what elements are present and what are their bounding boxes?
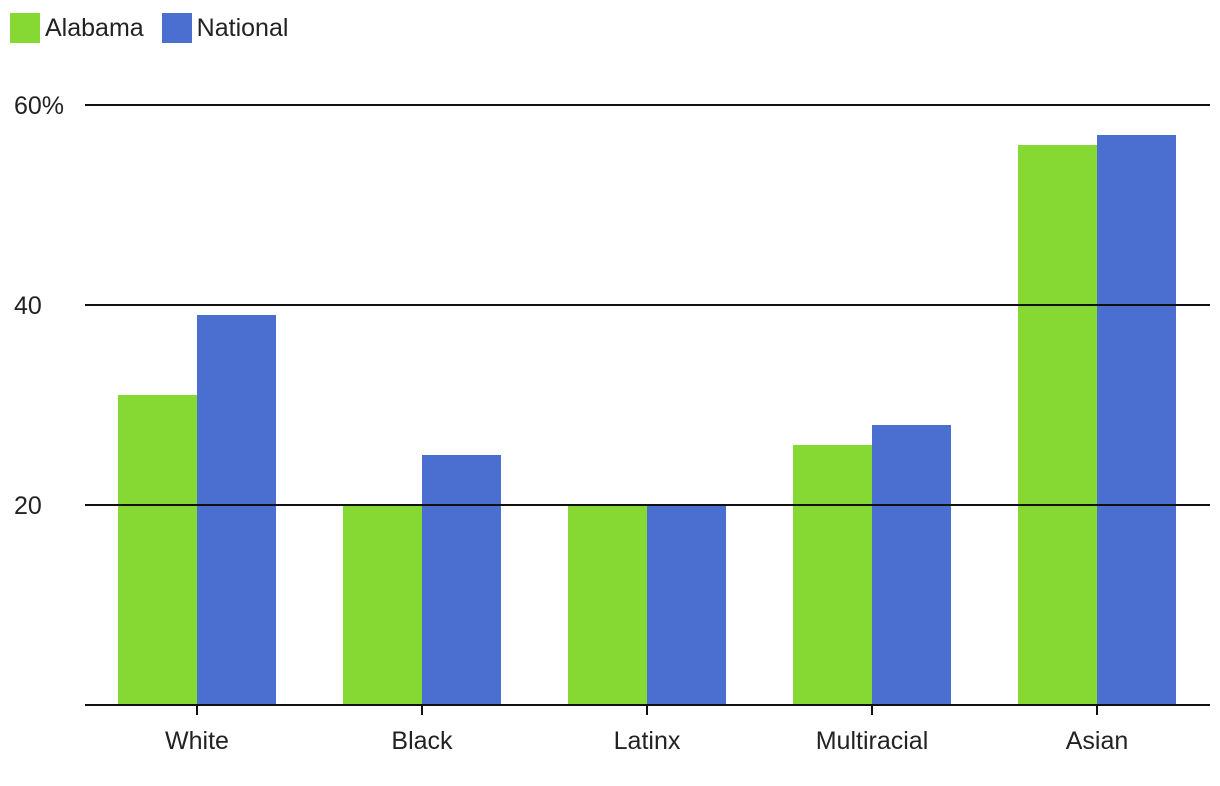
bar-latinx-national <box>647 505 726 705</box>
legend-label-alabama: Alabama <box>45 13 144 42</box>
bar-asian-alabama <box>1018 145 1097 705</box>
bar-multiracial-alabama <box>793 445 872 705</box>
x-tick-label-multiracial: Multiracial <box>816 727 929 755</box>
bar-white-national <box>197 315 276 705</box>
legend-item-alabama: Alabama <box>10 13 144 43</box>
legend-item-national: National <box>161 13 289 43</box>
bar-black-national <box>422 455 501 705</box>
y-tick-label-40: 40 <box>14 292 42 320</box>
legend-swatch-national <box>161 13 192 43</box>
bar-black-alabama <box>343 505 422 705</box>
x-tick-label-asian: Asian <box>1066 727 1129 755</box>
y-tick-label-60: 60% <box>14 92 64 120</box>
chart-legend: Alabama National <box>10 12 306 44</box>
x-tick-label-latinx: Latinx <box>614 727 681 755</box>
bar-latinx-alabama <box>568 505 647 705</box>
legend-swatch-alabama <box>10 13 40 43</box>
legend-label-national: National <box>196 13 289 42</box>
bar-multiracial-national <box>872 425 951 705</box>
x-tick-label-white: White <box>165 727 229 755</box>
x-tick-label-black: Black <box>391 727 453 755</box>
bar-asian-national <box>1097 135 1176 705</box>
bar-white-alabama <box>118 395 197 705</box>
y-tick-label-20: 20 <box>14 492 42 520</box>
